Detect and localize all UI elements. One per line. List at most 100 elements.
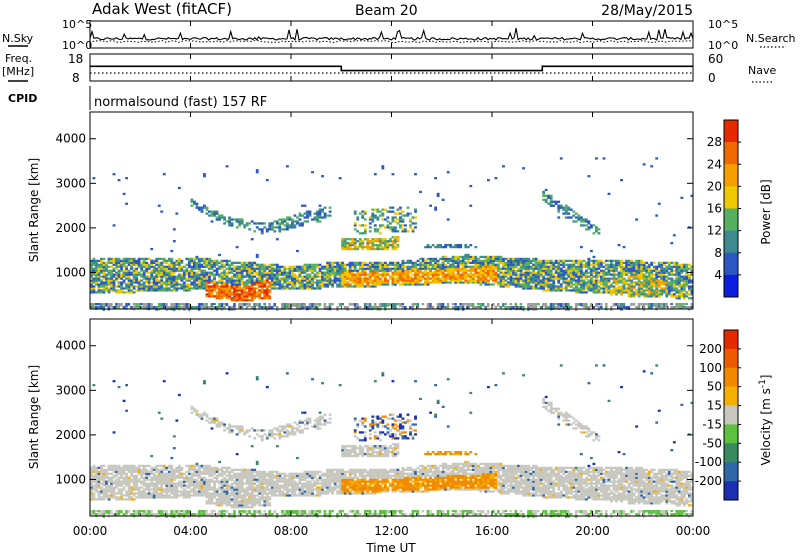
power-cell	[358, 240, 362, 243]
power-cell	[331, 267, 335, 270]
power-cell	[687, 279, 691, 282]
power-cell	[532, 275, 536, 278]
power-cell	[547, 259, 551, 263]
power-cell	[331, 303, 334, 306]
velocity-cell	[120, 468, 123, 471]
power-cell	[203, 275, 206, 278]
power-cell	[504, 267, 508, 270]
power-cell	[248, 222, 252, 225]
power-cell	[97, 285, 101, 288]
power-cell	[554, 271, 558, 274]
velocity-cell	[170, 510, 173, 514]
power-cell	[240, 261, 244, 264]
velocity-cell	[127, 464, 131, 468]
velocity-cell	[680, 510, 683, 515]
power-cell	[341, 245, 345, 249]
power-cell	[429, 257, 432, 261]
power-cell	[504, 265, 508, 268]
power-cell	[388, 226, 392, 229]
velocity-cell	[140, 513, 143, 517]
velocity-cell	[97, 510, 101, 513]
power-cell	[627, 267, 631, 270]
power-cell	[622, 267, 626, 270]
power-cell	[512, 281, 515, 284]
power-cell	[160, 265, 164, 268]
power-cell	[584, 261, 588, 264]
power-cell	[394, 228, 397, 231]
power-cell	[135, 303, 138, 308]
power-cell	[225, 295, 229, 298]
power-cell	[155, 281, 159, 284]
power-cell	[162, 267, 166, 270]
power-cell	[167, 289, 171, 292]
velocity-cell	[112, 470, 116, 473]
power-cell	[190, 277, 194, 280]
power-cell	[682, 306, 686, 309]
power-cell	[610, 269, 613, 272]
power-cell	[132, 275, 136, 278]
power-cell	[549, 204, 553, 207]
power-cell	[238, 293, 242, 296]
power-cell	[542, 261, 546, 264]
power-cell	[283, 220, 287, 223]
velocity-cell	[652, 510, 656, 514]
power-cell	[381, 245, 385, 249]
power-cell	[386, 303, 389, 307]
power-cell	[595, 261, 598, 264]
power-cell	[273, 275, 277, 278]
power-cell	[577, 283, 581, 286]
power-cell	[559, 287, 563, 290]
power-cell	[569, 283, 573, 286]
power-cell	[122, 257, 126, 261]
power-cell	[230, 279, 234, 282]
power-cell	[672, 234, 676, 237]
power-cell	[476, 265, 480, 268]
power-cell	[677, 306, 681, 309]
power-cell	[318, 220, 322, 223]
power-cell	[313, 263, 317, 266]
power-cell	[92, 279, 96, 282]
power-cell	[378, 273, 382, 276]
power-cell	[177, 287, 181, 290]
power-cell	[233, 291, 237, 294]
power-cell	[331, 263, 335, 266]
power-cell	[125, 202, 128, 205]
power-cell	[464, 275, 468, 278]
power-cell	[187, 306, 191, 311]
power-cell	[180, 269, 184, 272]
power-cell	[268, 269, 272, 272]
power-cell	[185, 277, 189, 280]
power-cell	[195, 265, 199, 268]
power-cell	[497, 281, 500, 284]
power-cell	[610, 277, 613, 280]
power-cell	[107, 257, 111, 261]
power-cell	[115, 275, 118, 278]
power-cell	[434, 281, 438, 284]
power-cell	[446, 265, 450, 268]
power-cbar-swatch	[724, 230, 738, 254]
power-cell	[258, 222, 262, 225]
power-cell	[301, 271, 304, 274]
power-cell	[122, 287, 126, 290]
velocity-cell	[175, 510, 178, 513]
power-cell	[318, 303, 322, 307]
power-cell	[260, 267, 264, 270]
power-cell	[291, 287, 294, 290]
velocity-cell	[682, 513, 686, 516]
power-cell	[630, 275, 633, 278]
power-cell	[456, 263, 460, 266]
power-cell	[378, 210, 382, 213]
power-cell	[635, 259, 639, 263]
power-cell	[507, 285, 510, 288]
power-cell	[529, 273, 533, 276]
power-cell	[672, 273, 676, 276]
power-cell	[660, 287, 664, 290]
power-cell	[567, 259, 571, 263]
power-cell	[213, 273, 216, 276]
power-cell	[238, 283, 242, 286]
power-cell	[122, 279, 126, 282]
power-cell	[353, 245, 357, 249]
power-cell	[589, 259, 593, 263]
power-cell	[557, 287, 561, 290]
power-cell	[361, 285, 365, 288]
